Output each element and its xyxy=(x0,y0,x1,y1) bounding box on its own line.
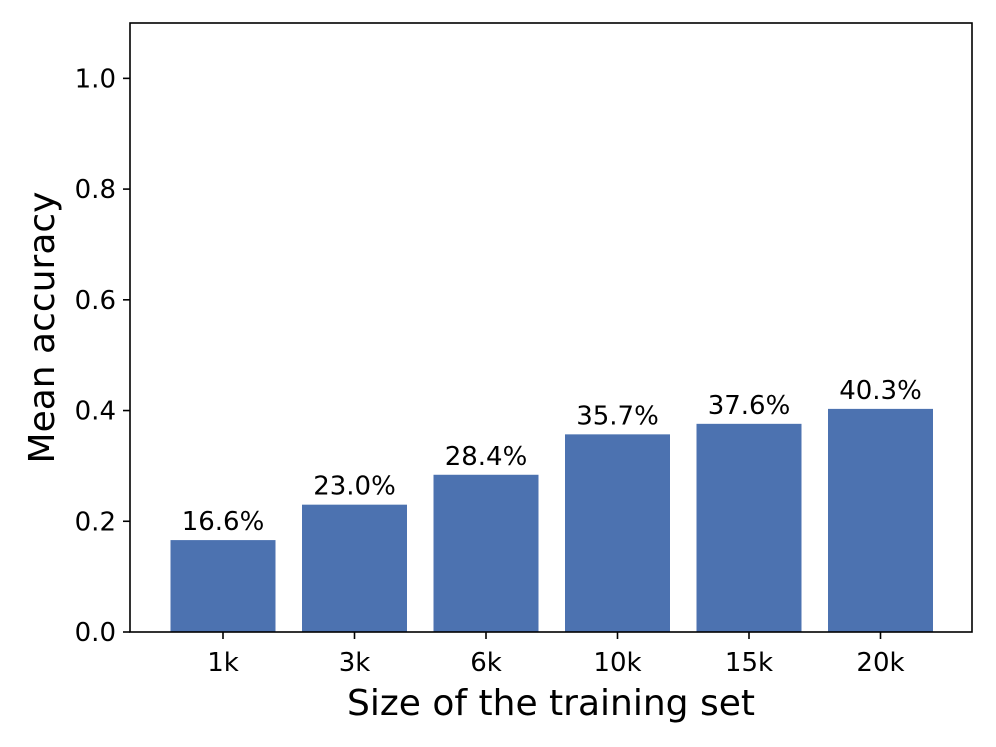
data-label-6k: 28.4% xyxy=(445,442,528,472)
x-tick-label: 20k xyxy=(856,648,904,678)
data-label-15k: 37.6% xyxy=(708,391,791,421)
bar-10k xyxy=(565,434,670,632)
data-label-10k: 35.7% xyxy=(576,401,659,431)
y-tick-label: 0.4 xyxy=(75,397,116,427)
x-tick-label: 10k xyxy=(593,648,641,678)
y-axis-title: Mean accuracy xyxy=(22,192,63,464)
x-axis-title: Size of the training set xyxy=(347,683,755,724)
bar-6k xyxy=(433,474,539,632)
bars-group xyxy=(170,408,933,632)
y-axis-ticks: 0.0 0.2 0.4 0.6 0.8 1.0 xyxy=(75,64,130,648)
x-tick-label: 3k xyxy=(339,648,371,678)
y-tick-label: 0.0 xyxy=(75,618,116,648)
bar-15k xyxy=(696,423,802,632)
x-axis-ticks: 1k 3k 6k 10k 15k 20k xyxy=(207,632,905,678)
y-tick-label: 0.6 xyxy=(75,286,116,316)
data-label-1k: 16.6% xyxy=(182,507,265,537)
y-tick-label: 0.2 xyxy=(75,507,116,537)
data-label-20k: 40.3% xyxy=(839,376,922,406)
bar-3k xyxy=(302,504,407,632)
y-tick-label: 0.8 xyxy=(75,175,116,205)
data-labels-group: 16.6% 23.0% 28.4% 35.7% 37.6% 40.3% xyxy=(182,376,922,537)
bar-20k xyxy=(828,408,933,632)
plot-frame xyxy=(129,22,973,633)
x-tick-label: 6k xyxy=(470,648,502,678)
x-tick-label: 15k xyxy=(725,648,773,678)
data-label-3k: 23.0% xyxy=(313,472,396,502)
y-tick-label: 1.0 xyxy=(75,64,116,94)
x-tick-label: 1k xyxy=(207,648,239,678)
bar-1k xyxy=(170,540,276,632)
